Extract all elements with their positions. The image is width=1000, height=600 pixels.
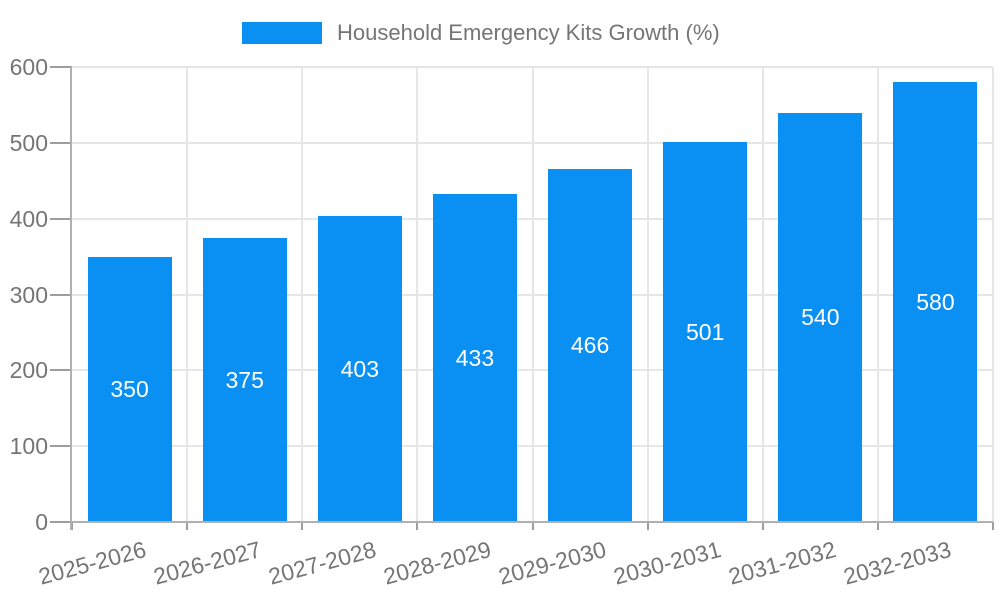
legend-label: Household Emergency Kits Growth (%) (337, 20, 720, 45)
bar[interactable] (317, 216, 402, 522)
y-tick (50, 369, 72, 372)
x-tick (531, 522, 534, 530)
v-gridline (876, 67, 879, 522)
x-tick (186, 522, 189, 530)
x-tick (646, 522, 649, 530)
y-axis-tick-label: 200 (9, 357, 48, 384)
y-axis-tick-label: 100 (9, 433, 48, 460)
y-axis-tick-label: 300 (9, 281, 48, 308)
x-tick (301, 522, 304, 530)
y-tick (50, 445, 72, 448)
v-gridline (531, 67, 534, 522)
x-tick (992, 522, 994, 530)
bar-value-label: 540 (801, 304, 840, 331)
bar-value-label: 580 (916, 289, 955, 316)
bar[interactable] (87, 256, 172, 522)
x-tick (416, 522, 419, 530)
bar-value-label: 350 (110, 376, 149, 403)
y-tick (50, 521, 72, 523)
x-tick (761, 522, 764, 530)
legend-swatch (242, 22, 322, 44)
bar-value-label: 501 (686, 319, 725, 346)
v-gridline (992, 67, 994, 522)
bar[interactable] (663, 142, 748, 522)
x-tick (876, 522, 879, 530)
v-gridline (646, 67, 649, 522)
bar-value-label: 466 (570, 332, 610, 359)
y-tick (50, 66, 72, 68)
y-axis-tick-label: 500 (9, 129, 48, 156)
v-gridline (301, 67, 304, 522)
bar-value-label: 403 (340, 356, 379, 383)
v-gridline (186, 67, 189, 522)
x-axis-line (72, 521, 993, 523)
bar-value-label: 375 (225, 366, 264, 393)
v-gridline (761, 67, 764, 522)
y-axis-tick-label: 600 (9, 54, 48, 80)
y-axis-tick-label: 0 (35, 509, 48, 535)
x-tick (71, 522, 73, 530)
chart-legend: Household Emergency Kits Growth (%) (242, 20, 720, 46)
y-axis-tick-label: 400 (9, 205, 48, 232)
bar[interactable] (778, 112, 863, 522)
bar[interactable] (893, 82, 978, 522)
y-tick (50, 293, 72, 296)
bar[interactable] (202, 237, 287, 522)
bar[interactable] (432, 193, 517, 522)
bar[interactable] (548, 168, 633, 522)
bar-value-label: 433 (455, 344, 495, 371)
y-tick (50, 141, 72, 144)
v-gridline (416, 67, 419, 522)
y-axis-line (70, 67, 72, 530)
y-tick (50, 217, 72, 220)
